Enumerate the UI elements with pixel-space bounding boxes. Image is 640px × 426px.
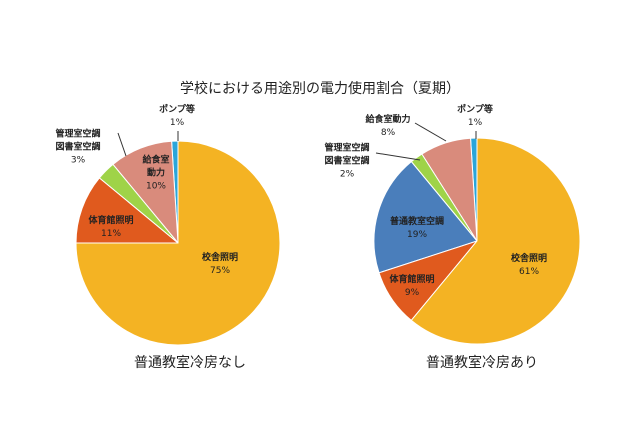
slice-label: ポンプ等 1% <box>457 105 493 128</box>
slice-label: 校舎照明 75% <box>201 253 239 276</box>
pie-slice <box>373 160 478 274</box>
slice-label: 給食室動力 8% <box>365 115 411 138</box>
pie-slice <box>75 177 180 244</box>
slice-label: 体育館照明 9% <box>389 275 435 298</box>
chart-caption: 普通教室冷房あり <box>426 355 538 371</box>
slice-label: 体育館照明 11% <box>88 216 134 239</box>
chart-caption: 普通教室冷房なし <box>134 355 246 371</box>
leader-line <box>117 132 127 157</box>
slice-label: 校舎照明 61% <box>510 254 548 277</box>
chart-title: 学校における用途別の電力使用割合（夏期） <box>180 81 460 97</box>
slice-label: 給食室動力 10% <box>142 155 170 192</box>
leader-line <box>375 152 421 161</box>
leader-line <box>414 122 447 142</box>
slice-label: 管理室空調 図書室空調 2% <box>324 143 370 180</box>
pie-slice <box>75 140 281 346</box>
slice-label: ポンプ等 1% <box>159 105 195 128</box>
slice-label: 管理室空調 図書室空調 3% <box>55 129 101 166</box>
pie-slice <box>410 137 581 345</box>
slice-label: 普通教室空調 19% <box>389 217 445 240</box>
